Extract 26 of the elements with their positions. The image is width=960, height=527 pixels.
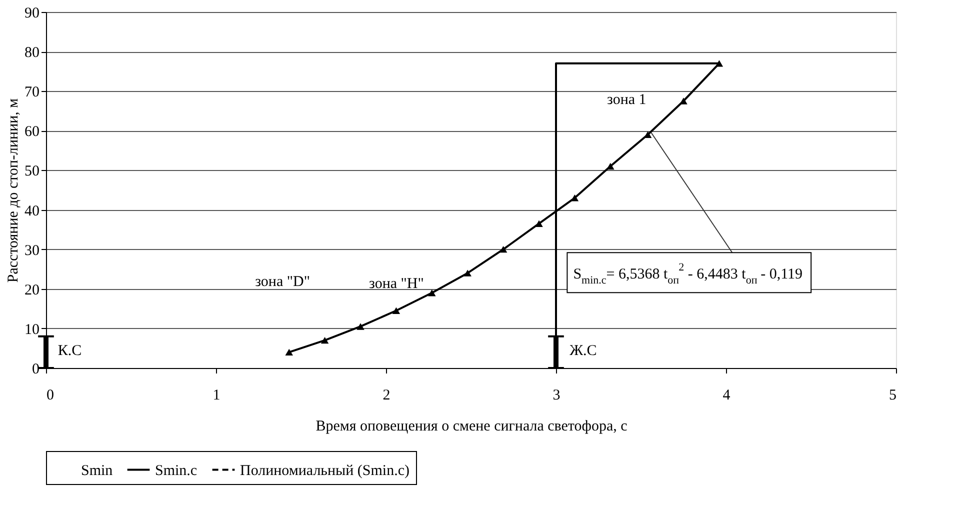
annotation: зона "D" xyxy=(255,274,310,290)
text: Smin xyxy=(81,462,114,479)
y-tick-label: 0 xyxy=(32,362,40,378)
annotation: зона "H" xyxy=(369,276,424,292)
y-tick-label: 40 xyxy=(24,203,40,220)
y-tick-label: 30 xyxy=(24,242,40,259)
x-axis-title: Время оповещения о смене сигнала светофора, с xyxy=(316,418,628,434)
annotation: К.С xyxy=(58,343,82,360)
annotation: Ж.С xyxy=(570,343,597,360)
x-tick-label: 5 xyxy=(889,388,896,404)
y-tick-label: 50 xyxy=(24,164,40,180)
x-tick-label: 1 xyxy=(212,388,220,404)
y-tick-label: 70 xyxy=(24,84,40,101)
y-tick-label: 10 xyxy=(24,322,40,338)
legend-label: Smin.c xyxy=(155,462,198,479)
x-tick-label: 2 xyxy=(382,388,390,404)
annotation: зона 1 xyxy=(607,92,646,108)
legend-label: Полиномиальный (Smin.c) xyxy=(240,462,410,479)
x-tick-label: 0 xyxy=(46,388,54,404)
x-tick-label: 4 xyxy=(722,388,731,404)
y-tick-label: 20 xyxy=(24,282,40,298)
y-tick-label: 90 xyxy=(24,6,40,22)
y-tick-label: 80 xyxy=(24,45,40,62)
x-tick-label: 3 xyxy=(552,388,560,404)
y-axis-title: Расстояние до стоп-линии, м xyxy=(6,98,22,283)
y-tick-label: 60 xyxy=(24,124,40,140)
